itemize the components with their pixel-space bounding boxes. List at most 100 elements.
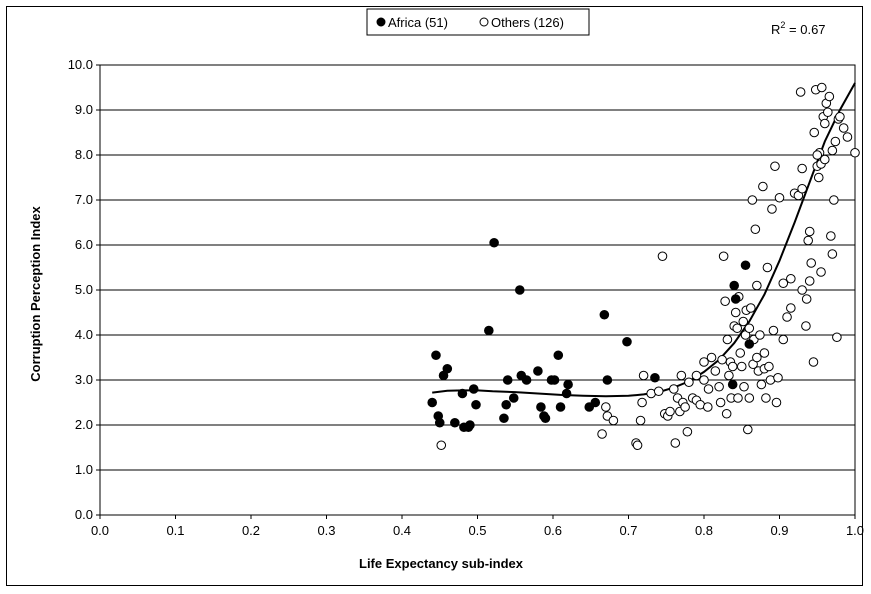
others-point	[744, 393, 755, 403]
y-tick-label: 4.0	[75, 327, 93, 342]
others-point	[730, 307, 741, 318]
others-point	[738, 316, 749, 327]
africa-point	[602, 375, 613, 385]
others-point	[816, 267, 826, 277]
x-tick-label: 1.0	[846, 523, 864, 538]
africa-point	[499, 413, 509, 424]
others-point	[786, 303, 796, 313]
others-point	[702, 402, 713, 412]
y-tick-label: 6.0	[75, 237, 93, 252]
africa-point	[502, 375, 513, 385]
others-point	[718, 251, 729, 262]
legend: Africa (51) Others (126)	[366, 8, 590, 36]
others-point	[720, 296, 730, 307]
others-point	[778, 334, 789, 345]
others-point	[801, 294, 812, 304]
scatter-chart: 0.0 1.0 2.0 3.0 4.0 5.0 6.0 7.0 8.0 9.0 10.0 0.0 0.1…	[28, 8, 864, 571]
others-point	[739, 381, 749, 392]
africa-point	[590, 397, 601, 408]
axes	[96, 64, 856, 519]
x-tick-label: 0.9	[770, 523, 788, 538]
x-tick-label: 0.2	[242, 523, 260, 538]
r-squared-label: R	[771, 22, 780, 37]
others-point	[715, 397, 726, 408]
chart-frame: 0.0 1.0 2.0 3.0 4.0 5.0 6.0 7.0 8.0 9.0 10.0 0.0 0.1…	[6, 6, 864, 586]
others-point	[778, 278, 789, 289]
others-point	[830, 136, 841, 147]
others-point	[597, 429, 607, 439]
others-point	[732, 323, 743, 334]
x-axis-title: Life Expectancy sub-index	[359, 556, 524, 571]
x-tick-label: 0.1	[166, 523, 184, 538]
others-point	[699, 375, 709, 385]
y-tick-label: 8.0	[75, 147, 93, 162]
others-point	[820, 154, 830, 165]
y-tick-label: 5.0	[75, 282, 93, 297]
africa-point	[471, 399, 481, 410]
africa-point	[514, 285, 525, 295]
others-point	[816, 82, 827, 93]
others-point	[632, 440, 643, 451]
africa-point	[431, 350, 441, 361]
africa-point	[727, 379, 738, 390]
data-points	[427, 82, 860, 451]
r-squared-annotation: R2 = 0.67	[771, 20, 826, 37]
others-point	[804, 226, 815, 237]
others-point	[676, 370, 687, 381]
others-point	[823, 107, 833, 118]
legend-africa-marker	[376, 17, 386, 27]
others-point	[721, 408, 732, 419]
others-point	[758, 181, 768, 192]
others-point	[768, 325, 779, 336]
africa-point	[521, 375, 532, 385]
africa-point	[450, 417, 460, 428]
others-point	[842, 132, 853, 142]
others-point	[795, 87, 806, 97]
tick-labels: 0.0 1.0 2.0 3.0 4.0 5.0 6.0 7.0 8.0 9.0 10.0 0.0 0.1…	[68, 57, 864, 538]
africa-point	[484, 325, 494, 336]
y-tick-label: 9.0	[75, 102, 93, 117]
others-point	[797, 163, 807, 174]
r-squared-sup: 2	[780, 20, 785, 30]
africa-point	[553, 350, 564, 361]
others-point	[820, 118, 830, 129]
others-point	[803, 235, 813, 246]
y-tick-label: 10.0	[68, 57, 93, 72]
others-point	[635, 415, 646, 426]
others-point	[797, 285, 807, 295]
others-point	[827, 145, 838, 156]
others-point	[812, 150, 823, 160]
x-tick-label: 0.0	[91, 523, 109, 538]
others-point	[680, 402, 690, 412]
africa-point	[501, 399, 511, 410]
others-point	[782, 312, 792, 322]
trendline	[432, 82, 856, 398]
others-point	[722, 334, 733, 345]
others-point	[706, 352, 717, 363]
others-point	[767, 204, 777, 214]
africa-point	[427, 397, 438, 408]
others-point	[691, 370, 702, 381]
x-tick-label: 0.6	[544, 523, 562, 538]
others-point	[684, 377, 694, 388]
africa-point	[468, 384, 479, 394]
others-point	[850, 147, 860, 158]
r-squared-value: = 0.67	[785, 22, 825, 37]
others-point	[724, 370, 734, 381]
others-point	[752, 280, 762, 291]
others-point	[699, 357, 709, 367]
others-point	[682, 426, 693, 437]
others-point	[755, 330, 765, 340]
y-tick-label: 1.0	[75, 462, 93, 477]
others-point	[752, 352, 762, 363]
others-point	[813, 172, 824, 183]
others-point	[710, 366, 721, 376]
others-point	[733, 393, 743, 403]
africa-point	[442, 363, 453, 374]
others-point	[835, 111, 845, 122]
others-point	[761, 393, 771, 403]
others-point	[832, 332, 842, 343]
others-point	[747, 195, 758, 205]
others-point	[838, 123, 849, 133]
others-point	[638, 370, 649, 381]
